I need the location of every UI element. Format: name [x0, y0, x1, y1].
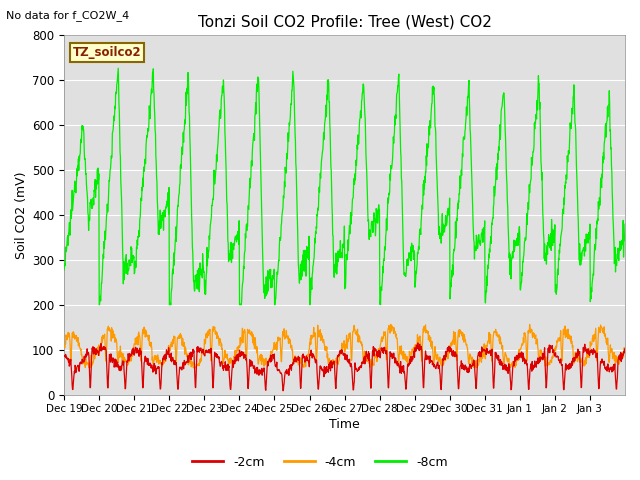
Y-axis label: Soil CO2 (mV): Soil CO2 (mV) [15, 171, 28, 259]
Title: Tonzi Soil CO2 Profile: Tree (West) CO2: Tonzi Soil CO2 Profile: Tree (West) CO2 [198, 15, 492, 30]
Text: No data for f_CO2W_4: No data for f_CO2W_4 [6, 10, 130, 21]
Text: TZ_soilco2: TZ_soilco2 [72, 46, 141, 59]
Legend: -2cm, -4cm, -8cm: -2cm, -4cm, -8cm [187, 451, 453, 474]
X-axis label: Time: Time [329, 419, 360, 432]
